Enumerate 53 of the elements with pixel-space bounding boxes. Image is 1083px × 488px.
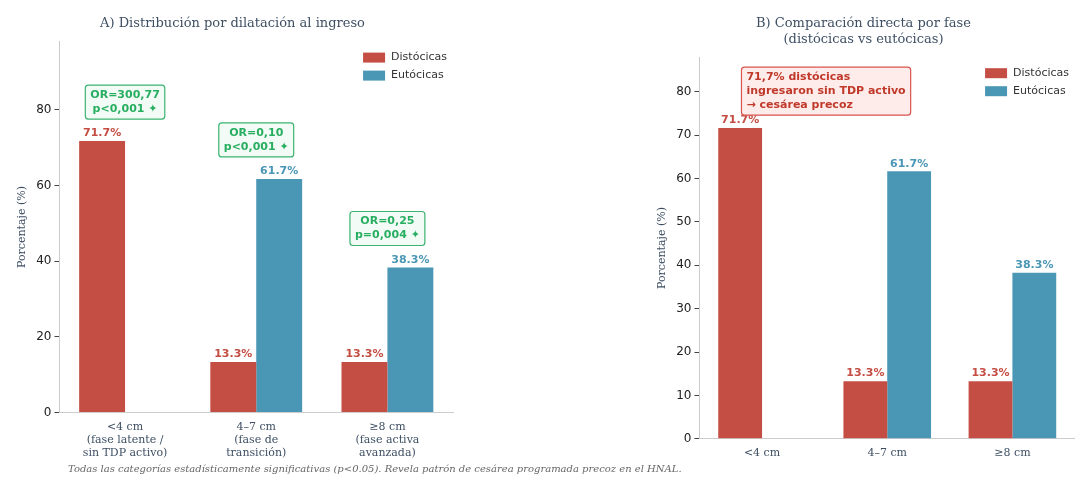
data-label: 61.7% [260,164,299,178]
y-tick-label: 40 [36,253,52,268]
y-axis-title: Porcentaje (%) [15,185,29,269]
data-label: 13.3% [214,347,253,361]
y-tick-label: 60 [676,170,692,185]
bar [968,381,1013,439]
data-label: 71.7% [721,113,760,127]
text: Todas las categorías estadísticamente significativas (p<0.05). Revela patrón de cesárea programada precoz en el HNAL. [68,463,682,474]
data-label: 13.3% [345,347,384,361]
x-tick-label: ≥8 cm [994,446,1032,460]
y-tick-label: 50 [676,214,692,229]
annotation: OR=300,77 p<0,001 ✦ [90,87,160,115]
bar [341,362,388,412]
bar [1012,272,1057,439]
y-tick-label: 20 [676,344,692,359]
x-tick-label: 4–7 cm [867,446,908,460]
bar [718,127,763,439]
bar [387,267,434,412]
bar [843,381,888,439]
y-tick-label: 20 [36,328,52,343]
y-tick-label: 80 [676,84,692,99]
legend-label: Distócicas [1013,66,1070,80]
annotation: OR=0,25 p=0,004 ✦ [354,214,420,242]
bar [887,171,932,439]
y-tick-label: 60 [36,177,52,192]
legend-label: Distócicas [391,50,448,64]
legend-label: Eutócicas [1013,84,1066,98]
annotation: 71,7% distócicas ingresaron sin TDP activo → cesárea precoz [746,70,907,112]
data-label: 38.3% [391,252,430,266]
y-tick-label: 40 [676,257,692,272]
data-label: 13.3% [846,366,885,380]
bar [256,178,303,412]
y-axis-title: Porcentaje (%) [655,206,669,290]
y-tick-label: 0 [683,430,692,445]
bar [79,141,126,412]
data-label: 38.3% [1015,258,1054,272]
bar [210,362,257,412]
y-tick-label: 30 [676,300,692,315]
data-label: 61.7% [890,156,929,170]
y-tick-label: 10 [676,387,692,402]
y-tick-label: 70 [676,127,692,142]
data-label: 13.3% [971,366,1010,380]
chart-title: A) Distribución por dilatación al ingreso [99,15,366,31]
x-tick-label: ≥8 cm (fase activa avanzada) [355,419,420,460]
data-label: 71.7% [83,126,122,140]
annotation: OR=0,10 p<0,001 ✦ [223,125,289,153]
x-tick-label: <4 cm [743,446,781,460]
x-tick-label: <4 cm (fase latente / sin TDP activo) [82,419,168,460]
y-tick-label: 80 [36,101,52,116]
y-tick-label: 0 [43,404,52,419]
chart-title: B) Comparación directa por fase (distócicas vs eutócicas) [756,15,972,46]
x-tick-label: 4–7 cm (fase de transición) [226,419,287,460]
legend-label: Eutócicas [391,68,444,82]
